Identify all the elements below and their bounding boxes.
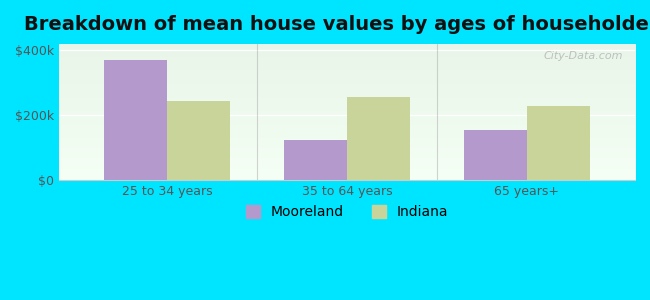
- Bar: [284, 140, 347, 180]
- Bar: [167, 101, 230, 180]
- Bar: [464, 130, 527, 180]
- Title: Breakdown of mean house values by ages of householders: Breakdown of mean house values by ages o…: [24, 15, 650, 34]
- Bar: [527, 106, 590, 180]
- Legend: Mooreland, Indiana: Mooreland, Indiana: [240, 200, 454, 225]
- Text: City-Data.com: City-Data.com: [544, 51, 623, 61]
- Bar: [347, 98, 410, 180]
- Bar: [104, 60, 167, 180]
